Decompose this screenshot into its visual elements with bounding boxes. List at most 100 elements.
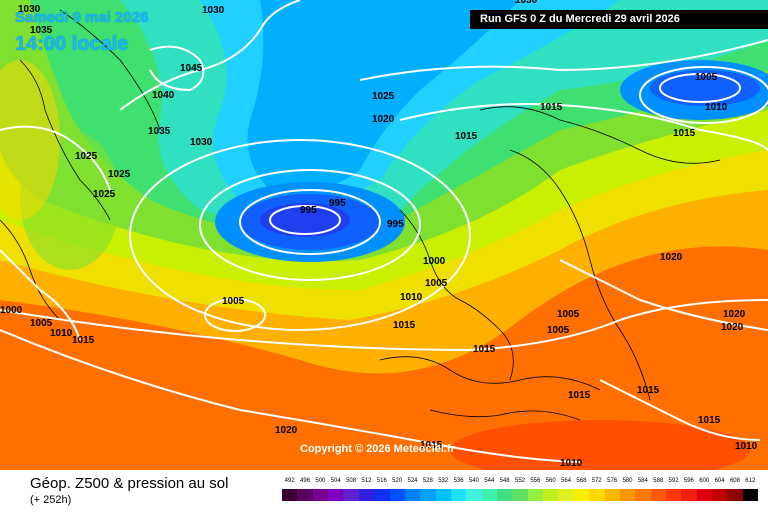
scale-label: 548 <box>499 478 510 484</box>
scale-swatch <box>696 489 713 501</box>
svg-text:1030: 1030 <box>190 137 213 148</box>
scale-swatch <box>573 489 590 501</box>
svg-text:1035: 1035 <box>30 25 53 36</box>
svg-text:1015: 1015 <box>473 344 496 355</box>
coastlines <box>0 9 721 421</box>
scale-label: 604 <box>714 478 725 484</box>
scale-label: 536 <box>453 478 464 484</box>
scale-swatch <box>619 489 636 501</box>
svg-text:1045: 1045 <box>180 63 203 74</box>
svg-text:1035: 1035 <box>148 126 171 137</box>
svg-text:1015: 1015 <box>420 440 443 451</box>
svg-text:1010: 1010 <box>400 292 423 303</box>
scale-label: 492 <box>284 478 295 484</box>
svg-text:1015: 1015 <box>673 128 696 139</box>
scale-label: 588 <box>653 478 664 484</box>
forecast-date: Samedi 9 mai 2026 <box>15 9 149 26</box>
color-scale <box>282 489 759 501</box>
scale-label: 560 <box>545 478 556 484</box>
scale-label: 568 <box>576 478 587 484</box>
scale-label: 524 <box>407 478 418 484</box>
weather-map: 1030 1035 1045 1040 1035 1030 1025 1025 … <box>0 0 768 470</box>
scale-label: 540 <box>468 478 479 484</box>
scale-swatch <box>404 489 421 501</box>
scale-swatch <box>635 489 651 501</box>
svg-text:1040: 1040 <box>152 90 175 101</box>
svg-text:1000: 1000 <box>0 305 23 316</box>
svg-text:1010: 1010 <box>560 458 583 469</box>
scale-swatch <box>435 489 451 501</box>
scale-swatch <box>512 489 528 501</box>
scale-label: 544 <box>484 478 495 484</box>
scale-label: 596 <box>683 478 694 484</box>
scale-swatch <box>558 489 574 501</box>
scale-swatch <box>450 489 467 501</box>
svg-text:1015: 1015 <box>393 320 416 331</box>
svg-text:1020: 1020 <box>372 114 395 125</box>
svg-text:1015: 1015 <box>540 102 563 113</box>
scale-label: 504 <box>330 478 341 484</box>
scale-label: 564 <box>561 478 572 484</box>
svg-text:1030: 1030 <box>515 0 538 6</box>
svg-text:1010: 1010 <box>705 102 728 113</box>
scale-swatch <box>312 489 329 501</box>
forecast-time: 14:00 locale <box>15 33 129 55</box>
scale-label: 528 <box>422 478 433 484</box>
scale-swatch <box>665 489 682 501</box>
svg-text:1005: 1005 <box>30 318 53 329</box>
svg-text:1020: 1020 <box>723 309 746 320</box>
svg-text:1005: 1005 <box>557 309 580 320</box>
svg-text:1030: 1030 <box>202 5 225 16</box>
scale-label: 608 <box>729 478 740 484</box>
scale-label: 612 <box>745 478 756 484</box>
scale-label: 584 <box>637 478 648 484</box>
scale-swatch <box>650 489 666 501</box>
scale-swatch <box>742 489 759 501</box>
svg-text:995: 995 <box>387 219 404 230</box>
scale-label: 512 <box>361 478 372 484</box>
scale-swatch <box>358 489 375 501</box>
scale-label: 600 <box>699 478 710 484</box>
svg-text:1025: 1025 <box>75 151 98 162</box>
scale-label: 592 <box>668 478 679 484</box>
svg-text:1020: 1020 <box>660 252 683 263</box>
scale-label: 520 <box>392 478 403 484</box>
svg-text:1030: 1030 <box>18 4 41 15</box>
svg-text:1005: 1005 <box>547 325 570 336</box>
svg-text:1010: 1010 <box>735 441 758 452</box>
color-scale-labels: 492 496 500 504 508 512 516 520 524 528 532 536 540 5… <box>282 478 758 488</box>
scale-swatch <box>604 489 620 501</box>
svg-text:1005: 1005 <box>222 296 245 307</box>
scale-swatch <box>543 489 559 501</box>
model-run-banner: Run GFS 0 Z du Mercredi 29 avril 2026 <box>470 10 768 29</box>
geopotential-field <box>0 0 768 470</box>
svg-text:1000: 1000 <box>423 256 446 267</box>
svg-text:1015: 1015 <box>698 415 721 426</box>
svg-text:1010: 1010 <box>50 328 73 339</box>
scale-label: 500 <box>315 478 326 484</box>
legend-title: Géop. Z500 & pression au sol <box>30 475 229 492</box>
scale-swatch <box>681 489 697 501</box>
scale-label: 552 <box>514 478 525 484</box>
svg-text:1015: 1015 <box>568 390 591 401</box>
svg-text:1015: 1015 <box>637 385 660 396</box>
scale-swatch <box>466 489 482 501</box>
scale-swatch <box>589 489 605 501</box>
copyright-notice: Copyright © 2026 Meteociel.fr <box>300 443 455 455</box>
svg-text:1020: 1020 <box>721 322 744 333</box>
scale-swatch <box>328 489 344 501</box>
scale-label: 496 <box>300 478 311 484</box>
scale-swatch <box>527 489 544 501</box>
svg-text:1025: 1025 <box>372 91 395 102</box>
svg-text:995: 995 <box>329 198 346 209</box>
scale-label: 572 <box>591 478 602 484</box>
svg-text:1015: 1015 <box>455 131 478 142</box>
isobar-labels: 1030 1035 1045 1040 1035 1030 1025 1025 … <box>0 0 758 469</box>
scale-swatch <box>389 489 405 501</box>
isobars <box>0 0 768 463</box>
scale-swatch <box>712 489 728 501</box>
svg-text:1025: 1025 <box>108 169 131 180</box>
svg-text:1025: 1025 <box>93 189 116 200</box>
scale-swatch <box>297 489 313 501</box>
svg-text:1005: 1005 <box>695 72 718 83</box>
